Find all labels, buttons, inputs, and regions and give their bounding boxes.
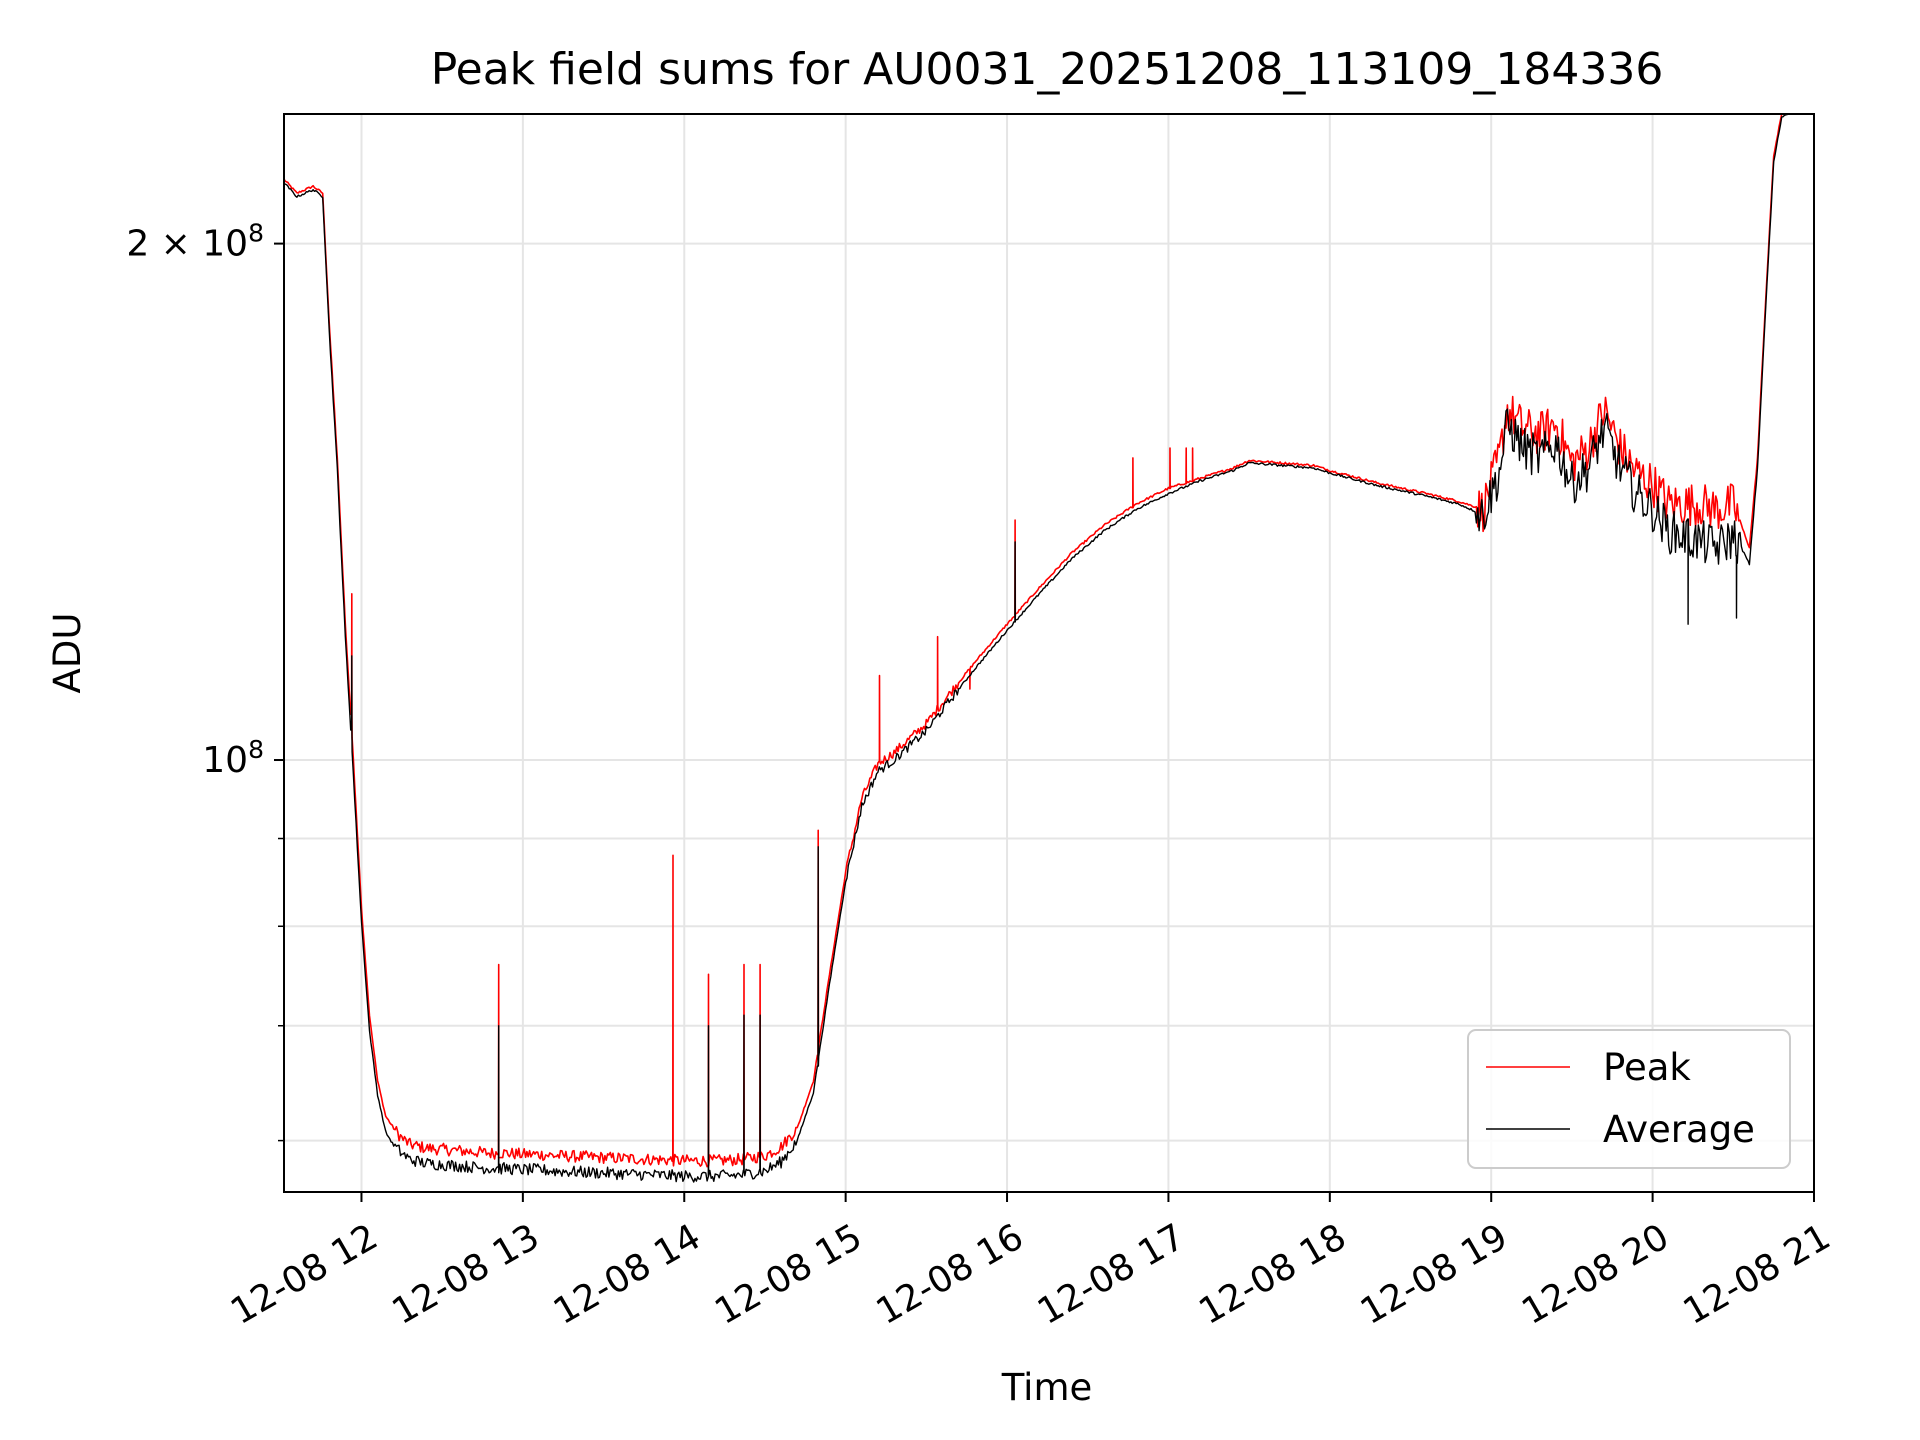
y-axis-label: ADU [46,613,89,694]
legend-label-average: Average [1603,1108,1755,1151]
y-tick-label: 2 × 108 [126,219,264,265]
chart-title: Peak field sums for AU0031_20251208_1131… [431,44,1664,95]
y-tick-label-base: 2 × [126,224,202,265]
y-tick-label-base: 10 [202,224,248,265]
y-tick-label-exponent: 8 [248,219,264,248]
legend-box [1467,1029,1791,1169]
legend: Peak Average [1467,1029,1791,1169]
plot-frame [283,113,1815,1193]
y-tick-label-exponent: 8 [248,735,264,764]
series-line-average [284,114,1789,1183]
y-tick-label-base: 10 [202,740,248,781]
y-tick-label: 108 [202,735,264,781]
x-axis-label: Time [1001,1366,1093,1409]
series-layer [284,114,1789,1183]
grid [284,114,1815,1192]
series-line-peak [284,114,1784,1168]
legend-label-peak: Peak [1603,1046,1691,1089]
